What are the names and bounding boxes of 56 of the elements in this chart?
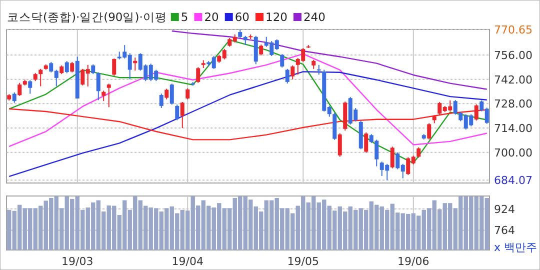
candlestick (196, 66, 200, 84)
y-axis-title: x 백만주 (494, 241, 538, 254)
y-tick-label: 728.00 (494, 98, 532, 111)
candlestick (338, 132, 342, 158)
candlestick (170, 83, 174, 106)
candlestick (285, 68, 290, 84)
y-tick-label: 770.65 (494, 24, 532, 36)
candlestick (28, 80, 32, 94)
line-series (171, 30, 488, 90)
y-tick-label: 714.00 (494, 122, 532, 136)
candlestick (280, 53, 284, 68)
x-tick-label: 19/04 (172, 255, 204, 268)
candlestick (106, 83, 111, 108)
candlestick (416, 146, 421, 158)
y-tick-label: 756.00 (494, 48, 532, 62)
y-tick-label: 764 (494, 224, 515, 238)
line-series (8, 71, 488, 177)
line-series (8, 53, 488, 148)
line-series (8, 108, 488, 140)
x-tick-label: 19/06 (398, 255, 430, 268)
y-tick-label: 924 (494, 202, 515, 216)
candlestick (91, 64, 96, 75)
candlestick (159, 93, 164, 109)
y-tick-label: 684.07 (494, 174, 532, 188)
candlestick (64, 60, 69, 74)
candlestick (38, 68, 43, 87)
candlestick (312, 59, 316, 70)
y-tick-label: 700.00 (494, 146, 532, 160)
candlestick (102, 90, 106, 102)
line-series (8, 39, 488, 164)
candlestick (175, 104, 180, 121)
candlestick (186, 88, 190, 100)
chart-title: 코스닥(종합)·일간(90일)·이평 (7, 10, 167, 24)
candlestick (96, 72, 100, 101)
legend-label: 60 (234, 10, 250, 24)
candlestick (112, 58, 116, 76)
candlestick (70, 61, 74, 73)
y-tick-label: 742.00 (494, 73, 532, 86)
x-tick-label: 19/05 (287, 255, 319, 268)
candlestick (243, 35, 248, 46)
candlestick (12, 92, 16, 104)
legend-label: 20 (204, 10, 219, 24)
x-tick-label: 19/03 (62, 255, 94, 268)
candlestick (390, 146, 394, 169)
legend-label: 5 (180, 10, 188, 24)
candlestick (364, 132, 368, 154)
candlestick (164, 88, 169, 100)
candlestick (290, 64, 295, 80)
legend-label: 240 (303, 10, 326, 24)
candlestick (259, 44, 264, 56)
candlestick (316, 64, 321, 76)
candlestick (18, 82, 22, 96)
candlestick (180, 101, 184, 129)
candlestick (427, 122, 432, 140)
candlestick (474, 104, 478, 122)
legend-label: 120 (266, 10, 288, 24)
